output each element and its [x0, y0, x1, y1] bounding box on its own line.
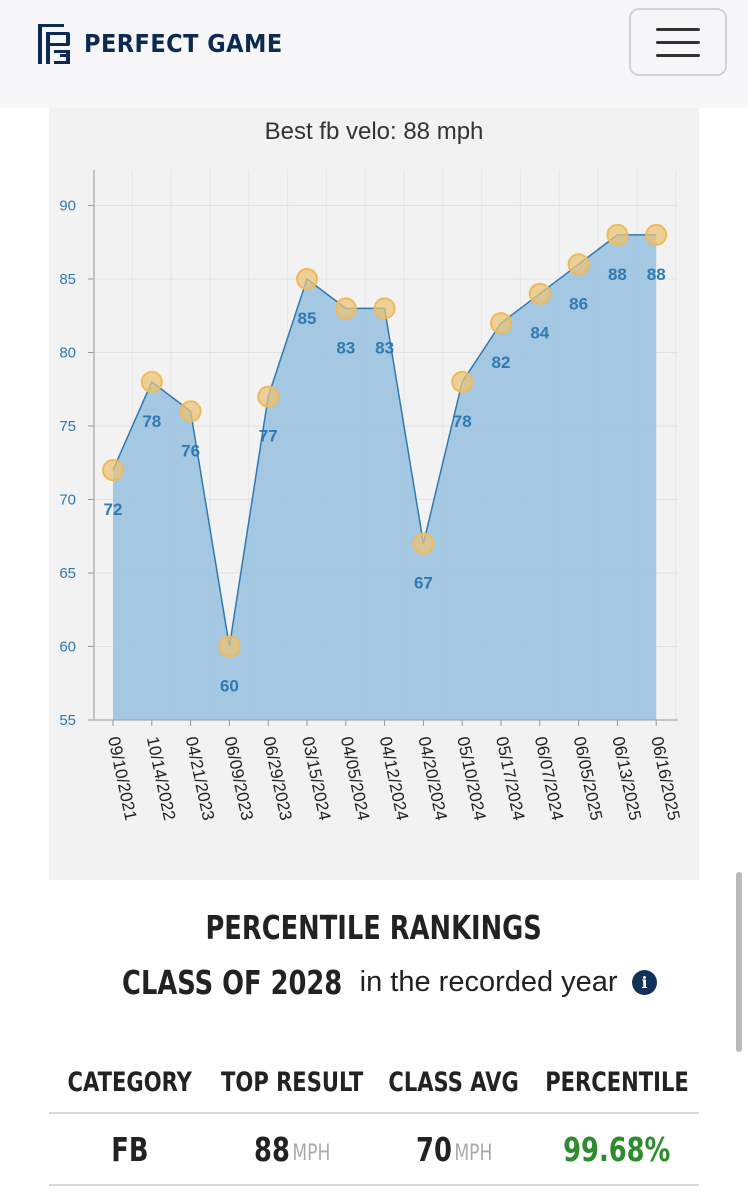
class-label: CLASS OF 2028 — [121, 963, 343, 1002]
y-tick-label: 70 — [59, 492, 76, 509]
data-label: 82 — [492, 353, 511, 372]
x-tick-label: 06/05/2025 — [570, 735, 606, 822]
x-tick-label: 10/14/2022 — [143, 735, 179, 822]
data-label: 78 — [453, 412, 472, 431]
data-point — [257, 385, 280, 408]
header-percentile: PERCENTILE — [545, 1066, 689, 1098]
class-line: CLASS OF 2028 in the recorded year i — [0, 963, 748, 1002]
y-tick-label: 65 — [59, 565, 76, 582]
y-tick-label: 80 — [59, 345, 76, 362]
data-point — [296, 268, 318, 290]
velo-area — [113, 234, 657, 720]
data-label: 85 — [298, 309, 317, 328]
data-label: 72 — [104, 500, 123, 519]
x-tick-label: 05/10/2024 — [453, 735, 489, 822]
data-point — [412, 532, 435, 555]
data-label: 86 — [569, 294, 588, 313]
header-class-avg: CLASS AVG — [388, 1066, 520, 1098]
perfect-game-logo[interactable]: PERFECT GAME — [34, 20, 305, 66]
y-tick-label: 85 — [59, 271, 76, 288]
y-tick-label: 75 — [59, 418, 76, 435]
logo-text: PERFECT GAME — [84, 28, 283, 58]
data-point — [218, 635, 241, 658]
x-tick-label: 06/13/2025 — [608, 735, 644, 822]
data-point — [645, 223, 668, 246]
data-label: 83 — [375, 338, 394, 357]
data-label: 78 — [142, 412, 161, 431]
x-tick-label: 03/15/2024 — [298, 735, 334, 822]
pg-logo-icon — [38, 24, 70, 64]
header-category: CATEGORY — [67, 1066, 193, 1098]
x-tick-label: 04/12/2024 — [376, 735, 412, 822]
data-point — [490, 312, 512, 335]
x-tick-label: 04/05/2024 — [337, 735, 373, 822]
hamburger-menu-button[interactable] — [629, 8, 727, 76]
navbar: PERFECT GAME — [0, 0, 748, 108]
y-tick-label: 90 — [59, 198, 76, 215]
x-tick-label: 06/07/2024 — [531, 735, 567, 822]
data-point — [179, 400, 202, 423]
table-row: FB 88 MPH 70 MPH 99.68% — [49, 1114, 699, 1186]
data-point — [140, 370, 163, 393]
x-tick-label: 05/17/2024 — [492, 735, 528, 822]
data-label: 84 — [530, 324, 549, 343]
y-tick-label: 55 — [59, 712, 76, 729]
y-tick-label: 60 — [59, 639, 76, 656]
data-point — [567, 253, 590, 276]
x-tick-label: 04/20/2024 — [414, 735, 450, 822]
x-tick-label: 09/10/2021 — [104, 735, 140, 822]
x-tick-label: 04/21/2023 — [182, 735, 218, 822]
data-point — [528, 282, 551, 305]
data-point — [334, 297, 357, 320]
data-point — [373, 297, 396, 320]
data-label: 83 — [336, 338, 355, 357]
scrollbar[interactable] — [736, 872, 742, 1052]
data-label: 67 — [414, 574, 433, 593]
row-percentile: 99.68% — [563, 1129, 671, 1169]
data-label: 76 — [181, 441, 200, 460]
row-top-result: 88 MPH — [253, 1129, 330, 1169]
row-class-avg: 70 MPH — [415, 1129, 492, 1169]
data-label: 88 — [647, 265, 666, 284]
data-point — [102, 459, 124, 482]
x-tick-label: 06/16/2025 — [647, 735, 683, 822]
chart-title: Best fb velo: 88 mph — [264, 118, 484, 145]
data-label: 60 — [220, 677, 239, 696]
info-icon[interactable]: i — [632, 970, 658, 995]
data-point — [606, 223, 629, 246]
hamburger-menu-icon — [656, 27, 700, 31]
x-tick-label: 06/29/2023 — [259, 735, 295, 822]
percentile-title: PERCENTILE RANKINGS — [205, 908, 543, 947]
fb-velo-chart: 55 60 65 70 75 80 85 90 72 78 76 60 77 85 83 83 67 78 82 84… — [59, 170, 684, 822]
header-top-result: TOP RESULT — [220, 1066, 364, 1098]
recorded-text: in the recorded year — [359, 966, 618, 998]
percentile-table: CATEGORY TOP RESULT CLASS AVG PERCENTILE… — [49, 1052, 699, 1186]
row-category: FB — [111, 1129, 149, 1169]
table-header: CATEGORY TOP RESULT CLASS AVG PERCENTILE — [49, 1052, 699, 1114]
data-point — [451, 370, 474, 393]
data-label: 77 — [259, 427, 278, 446]
data-label: 88 — [608, 265, 627, 284]
x-tick-label: 06/09/2023 — [220, 735, 256, 822]
